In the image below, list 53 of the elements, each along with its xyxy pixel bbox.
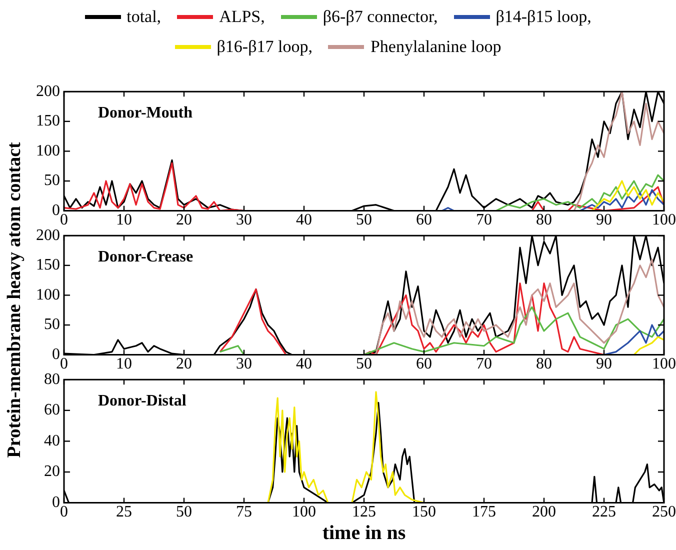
- x-tick-label: 80: [536, 212, 552, 229]
- y-tick-label: 200: [36, 82, 60, 100]
- x-tick-label: 40: [296, 356, 312, 373]
- legend-label: total,: [126, 6, 162, 28]
- legend-label: Phenylalanine loop: [370, 36, 502, 58]
- x-tick-label: 80: [536, 356, 552, 373]
- x-tick-label: 30: [236, 212, 252, 229]
- y-axis-title: Protein-membrane heavy atom contact: [4, 142, 26, 458]
- text: Donor-Crease: [98, 248, 194, 266]
- x-tick-label: 90: [596, 212, 612, 229]
- x-tick-label: 70: [476, 212, 492, 229]
- x-tick-label: 10: [116, 356, 132, 373]
- x-tick-label: 250: [652, 504, 676, 521]
- y-tick-label: 200: [36, 226, 60, 244]
- legend-label: β14-β15 loop,: [496, 6, 592, 28]
- x-tick-label: 200: [532, 504, 556, 521]
- x-tick-label: 100: [292, 504, 316, 521]
- x-tick-label: 150: [412, 504, 436, 521]
- x-tick-label: 100: [652, 356, 676, 373]
- y-tick-label: 100: [36, 286, 60, 304]
- x-tick-label: 175: [472, 504, 496, 521]
- x-tick-label: 25: [116, 504, 132, 521]
- y-tick-label: 150: [36, 256, 60, 274]
- y-tick-label: 60: [44, 402, 60, 419]
- y-tick-label: 40: [44, 432, 60, 450]
- x-axis-title: time in ns: [322, 522, 406, 544]
- x-tick-label: 60: [416, 356, 432, 373]
- x-tick-label: 100: [652, 212, 676, 229]
- legend-label: ALPS,: [219, 6, 265, 28]
- y-tick-label: 50: [44, 172, 60, 190]
- x-tick-label: 90: [596, 356, 612, 373]
- text: Donor-Mouth: [98, 104, 193, 122]
- y-tick-label: 80: [44, 370, 60, 388]
- x-tick-label: 125: [352, 504, 376, 521]
- x-tick-label: 40: [296, 212, 312, 229]
- y-tick-label: 150: [36, 112, 60, 130]
- x-tick-label: 75: [236, 504, 252, 521]
- y-tick-label: 50: [44, 316, 60, 334]
- text: Donor-Distal: [98, 392, 187, 410]
- x-tick-label: 10: [116, 212, 132, 229]
- x-tick-label: 60: [416, 212, 432, 229]
- x-tick-label: 50: [356, 212, 372, 229]
- x-tick-label: 30: [236, 356, 252, 373]
- x-tick-label: 20: [176, 356, 192, 373]
- x-tick-label: 20: [176, 212, 192, 229]
- x-tick-label: 225: [592, 504, 616, 521]
- legend-label: β16-β17 loop,: [216, 36, 312, 58]
- y-tick-label: 20: [44, 463, 60, 480]
- x-tick-label: 50: [356, 356, 372, 373]
- y-tick-label: 100: [36, 142, 60, 160]
- legend-label: β6-β7 connector,: [322, 6, 438, 28]
- x-tick-label: 70: [476, 356, 492, 373]
- x-tick-label: 50: [176, 504, 192, 521]
